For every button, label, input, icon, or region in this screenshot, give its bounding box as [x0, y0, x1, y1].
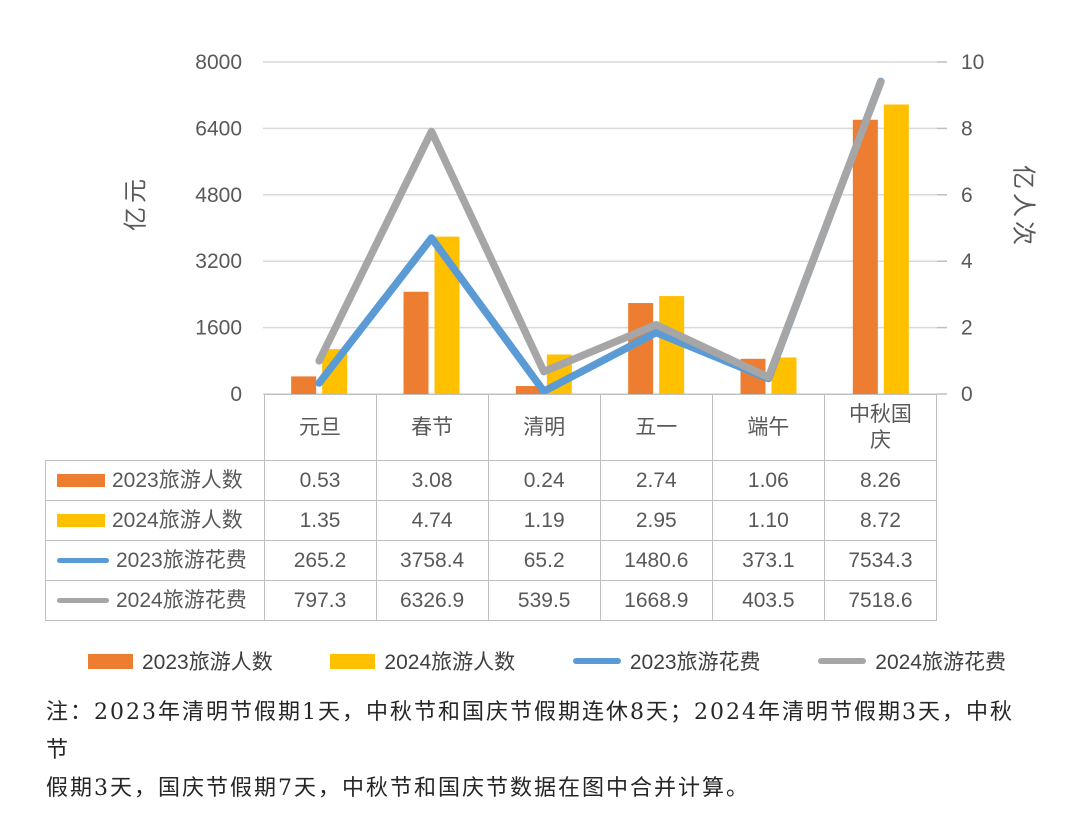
legend-item-2023旅游花费: 2023旅游花费 [572, 646, 761, 676]
right-axis-title: 亿人次 [1009, 165, 1037, 249]
value-cell: 797.3 [263, 580, 377, 621]
right-axis-tick-label: 0 [961, 383, 973, 406]
category-label: 春节 [411, 415, 454, 439]
legend-key-2023旅游花费 [572, 658, 621, 664]
table-corner-cell [46, 395, 265, 461]
value-cell: 1.19 [487, 500, 601, 541]
value-cell: 1668.9 [599, 580, 713, 621]
value-cell: 1.06 [711, 460, 825, 501]
chart-legend: 2023旅游人数 2024旅游人数 2023旅游花费 2024旅游花费 [88, 647, 1006, 675]
bar-2023旅游人数 [852, 119, 878, 394]
series-label: 2023旅游人数 [46, 468, 264, 493]
table-header-row: 元旦 春节 清明 五一 端午 中秋国庆 [46, 394, 938, 461]
bar-2023旅游人数 [403, 291, 429, 394]
legend-key-2024旅游人数 [57, 514, 105, 527]
category-label: 元旦 [299, 415, 342, 439]
value-cell: 7518.6 [823, 580, 938, 621]
value-cell: 4.74 [375, 500, 489, 541]
value-cell: 8.26 [823, 460, 938, 501]
legend-key-2024旅游花费 [818, 658, 867, 664]
category-label: 端午 [747, 415, 790, 439]
legend-item-2024旅游人数: 2024旅游人数 [330, 646, 515, 676]
chart-plot-svg: 0 1600 3200 4800 6400 8000 0 2 4 6 8 10 [195, 51, 984, 406]
value-cell: 2.95 [599, 500, 713, 541]
note-line-1: 注：2023年清明节假期1天，中秋节和国庆节假期连休8天；2024年清明节假期3… [46, 700, 1014, 763]
left-axis-tick-label: 6400 [195, 117, 242, 140]
right-axis-tick-label: 4 [961, 250, 973, 273]
value-cell: 3.08 [375, 460, 489, 501]
series-label-cell: 2023旅游人数 [45, 460, 265, 501]
legend-key-2023旅游人数 [57, 474, 105, 487]
value-cell: 0.24 [487, 460, 601, 501]
left-axis-tick-label: 4800 [195, 184, 242, 207]
category-header-cell: 元旦 [263, 394, 377, 461]
value-cell: 1480.6 [599, 540, 713, 581]
line-2024旅游花费 [315, 78, 885, 382]
series-name: 2023旅游人数 [112, 468, 243, 492]
legend-label: 2024旅游人数 [384, 651, 516, 674]
left-axis-tick-label: 8000 [195, 51, 242, 74]
legend-key-2024旅游花费 [57, 598, 109, 603]
legend-label: 2023旅游花费 [629, 651, 761, 674]
category-header-cell: 中秋国庆 [823, 394, 938, 461]
category-label: 中秋国庆 [848, 403, 912, 452]
series-label: 2023旅游花费 [46, 548, 264, 573]
left-axis-title: 亿元 [122, 175, 150, 231]
value-cell: 6326.9 [375, 580, 489, 621]
value-cell: 3758.4 [375, 540, 489, 581]
data-table: 元旦 春节 清明 五一 端午 中秋国庆 2023旅游人数 0.53 3.08 0.24 2.74 1.… [45, 394, 938, 621]
right-axis-tick-label: 2 [961, 317, 973, 340]
value-cell: 265.2 [263, 540, 377, 581]
legend-key-2023旅游人数 [88, 653, 133, 669]
value-cell: 0.53 [263, 460, 377, 501]
bar-2023旅游人数 [515, 386, 541, 394]
legend-item-2023旅游人数: 2023旅游人数 [88, 646, 273, 676]
value-cell: 539.5 [487, 580, 601, 621]
series-label: 2024旅游花费 [46, 588, 264, 613]
series-name: 2024旅游人数 [112, 508, 243, 532]
value-cell: 2.74 [599, 460, 713, 501]
value-cell: 373.1 [711, 540, 825, 581]
left-axis-tick-label: 1600 [195, 317, 242, 340]
value-cell: 1.10 [711, 500, 825, 541]
right-axis-tick-label: 6 [961, 184, 973, 207]
bar-2024旅游人数 [883, 104, 909, 394]
series-name: 2023旅游花费 [116, 548, 247, 572]
legend-label: 2023旅游人数 [142, 651, 273, 674]
series-label-cell: 2024旅游花费 [45, 580, 265, 621]
series-label: 2024旅游人数 [46, 508, 264, 533]
note-line-2: 假期3天，国庆节假期7天，中秋节和国庆节数据在图中合并计算。 [46, 776, 750, 801]
category-header-cell: 五一 [599, 394, 713, 461]
table-row-2024旅游人数: 2024旅游人数 1.35 4.74 1.19 2.95 1.10 8.72 [45, 500, 938, 541]
legend-key-2023旅游花费 [57, 558, 109, 563]
value-cell: 8.72 [823, 500, 938, 541]
right-axis-tick-label: 10 [961, 51, 984, 74]
value-cell: 65.2 [487, 540, 601, 581]
category-header-cell: 端午 [711, 394, 825, 461]
legend-item-2024旅游花费: 2024旅游花费 [818, 646, 1006, 676]
legend-label: 2024旅游花费 [875, 651, 1006, 674]
bar-2023旅游人数 [291, 376, 317, 394]
category-header-cell: 清明 [487, 394, 601, 461]
series-label-cell: 2023旅游花费 [45, 540, 265, 581]
table-row-2023旅游花费: 2023旅游花费 265.2 3758.4 65.2 1480.6 373.1 7534.3 [45, 540, 938, 581]
value-cell: 403.5 [711, 580, 825, 621]
table-row-2024旅游花费: 2024旅游花费 797.3 6326.9 539.5 1668.9 403.5 7518.… [45, 580, 938, 621]
left-axis-tick-label: 3200 [195, 250, 242, 273]
legend-key-2024旅游人数 [330, 653, 376, 669]
category-label: 清明 [523, 415, 566, 439]
category-header-cell: 春节 [375, 394, 489, 461]
category-label: 五一 [635, 415, 678, 439]
value-cell: 1.35 [263, 500, 377, 541]
value-cell: 7534.3 [823, 540, 938, 581]
table-row-2023旅游人数: 2023旅游人数 0.53 3.08 0.24 2.74 1.06 8.26 [45, 460, 938, 501]
series-name: 2024旅游花费 [116, 588, 247, 612]
right-axis-tick-label: 8 [961, 117, 973, 140]
note-text: 注：2023年清明节假期1天，中秋节和国庆节假期连休8天；2024年清明节假期3… [46, 694, 1036, 808]
series-label-cell: 2024旅游人数 [45, 500, 265, 541]
left-axis-tick-label: 0 [230, 383, 242, 406]
